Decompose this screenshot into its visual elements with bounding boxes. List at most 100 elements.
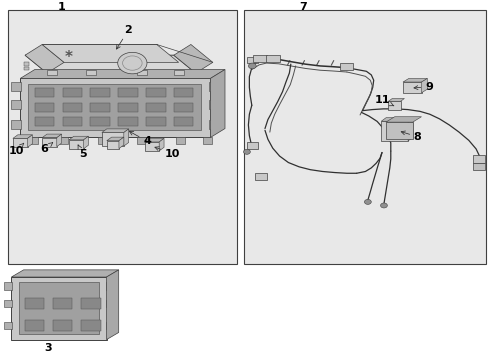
Polygon shape xyxy=(144,138,163,142)
Polygon shape xyxy=(407,118,412,141)
Polygon shape xyxy=(83,136,88,149)
Bar xyxy=(35,89,54,98)
Bar xyxy=(266,55,280,62)
Polygon shape xyxy=(173,45,212,73)
Bar xyxy=(173,89,193,98)
Bar xyxy=(98,137,107,144)
Bar xyxy=(35,103,54,112)
Bar xyxy=(53,298,72,309)
Text: 8: 8 xyxy=(400,131,421,142)
Polygon shape xyxy=(25,55,195,73)
Text: *: * xyxy=(65,50,73,65)
Bar xyxy=(203,137,211,144)
Text: 5: 5 xyxy=(78,145,86,159)
Bar xyxy=(90,103,110,112)
Polygon shape xyxy=(42,45,178,62)
Bar xyxy=(53,320,72,331)
Polygon shape xyxy=(13,135,32,138)
Bar xyxy=(402,82,421,93)
Text: 1: 1 xyxy=(58,2,65,12)
Bar xyxy=(81,298,101,309)
Text: 4: 4 xyxy=(129,131,151,146)
Bar xyxy=(173,69,183,75)
Bar xyxy=(90,117,110,126)
Polygon shape xyxy=(159,138,163,151)
Polygon shape xyxy=(106,270,119,339)
Bar xyxy=(90,89,110,98)
Polygon shape xyxy=(106,137,123,141)
Bar xyxy=(118,117,138,126)
Bar xyxy=(11,277,106,339)
Bar xyxy=(387,102,400,110)
Bar xyxy=(69,140,83,149)
Bar xyxy=(472,162,484,170)
Bar xyxy=(59,137,68,144)
Text: 7: 7 xyxy=(299,2,306,12)
Bar xyxy=(173,117,193,126)
Polygon shape xyxy=(381,118,412,121)
Bar xyxy=(20,78,210,138)
Bar xyxy=(255,172,267,180)
Bar xyxy=(176,137,184,144)
Bar xyxy=(62,103,82,112)
Bar xyxy=(42,138,57,147)
Text: 11: 11 xyxy=(373,95,393,106)
Bar xyxy=(13,138,27,147)
Polygon shape xyxy=(210,69,224,138)
Polygon shape xyxy=(119,137,123,149)
Polygon shape xyxy=(25,45,64,73)
Bar xyxy=(24,67,29,70)
Bar xyxy=(381,121,407,141)
Polygon shape xyxy=(20,69,224,78)
Bar xyxy=(24,298,44,309)
Bar xyxy=(472,156,484,163)
Bar xyxy=(105,322,114,329)
Bar xyxy=(209,120,219,129)
Bar xyxy=(209,82,219,91)
Text: 2: 2 xyxy=(116,25,132,49)
Bar xyxy=(35,117,54,126)
Text: 9: 9 xyxy=(413,82,432,92)
Polygon shape xyxy=(402,78,427,82)
Bar xyxy=(246,143,257,149)
Bar xyxy=(244,10,485,265)
Bar xyxy=(24,320,44,331)
Circle shape xyxy=(380,203,386,208)
Bar xyxy=(11,120,21,129)
Bar xyxy=(146,103,165,112)
Bar xyxy=(209,100,219,109)
Circle shape xyxy=(118,52,147,74)
Polygon shape xyxy=(102,129,128,132)
Polygon shape xyxy=(27,135,32,147)
Circle shape xyxy=(243,149,250,154)
Text: 3: 3 xyxy=(44,343,52,353)
Bar xyxy=(146,89,165,98)
Bar xyxy=(105,282,114,289)
Bar xyxy=(24,62,29,66)
Circle shape xyxy=(364,199,370,204)
Bar xyxy=(19,282,99,334)
Text: 10: 10 xyxy=(155,147,180,159)
Bar xyxy=(3,282,12,289)
Bar xyxy=(102,132,123,146)
Text: 10: 10 xyxy=(9,143,24,156)
Bar xyxy=(11,100,21,109)
Bar xyxy=(339,63,352,70)
Bar xyxy=(173,103,193,112)
Bar xyxy=(385,122,412,139)
Bar xyxy=(29,137,38,144)
Bar xyxy=(86,69,96,75)
Bar xyxy=(137,69,147,75)
Bar xyxy=(118,103,138,112)
Polygon shape xyxy=(421,78,427,93)
Bar xyxy=(253,55,266,62)
Bar xyxy=(118,89,138,98)
Bar xyxy=(62,89,82,98)
Polygon shape xyxy=(57,134,61,147)
Bar xyxy=(81,320,101,331)
Polygon shape xyxy=(385,117,421,122)
Bar xyxy=(106,141,119,149)
Bar xyxy=(3,322,12,329)
Bar xyxy=(3,300,12,307)
Bar xyxy=(8,10,237,265)
